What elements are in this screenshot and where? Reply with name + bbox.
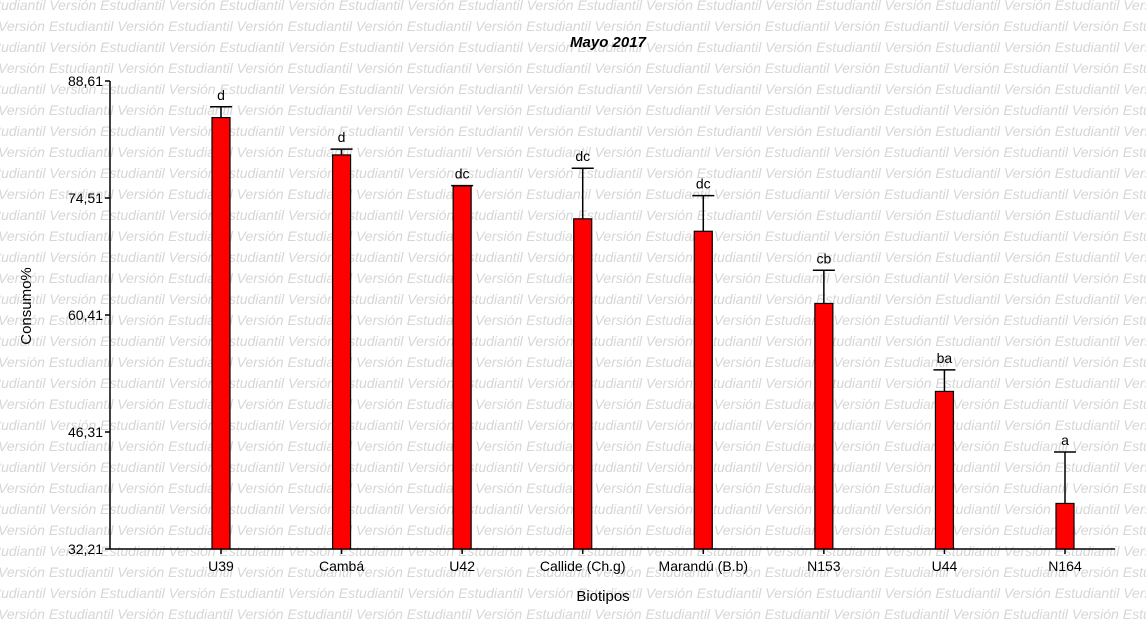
significance-letter: cb [816, 250, 831, 266]
bar [211, 116, 231, 550]
x-tick-label: U42 [449, 558, 475, 574]
bar [1055, 502, 1075, 550]
x-tick-label: N153 [807, 558, 841, 574]
significance-letter: dc [696, 176, 711, 192]
bar [814, 302, 834, 550]
bar [934, 390, 955, 550]
bar [573, 218, 593, 550]
bar [452, 185, 472, 550]
bars: d U39 d Cambá dc U42 dc Callide (Ch.g) dc Marandú… [208, 87, 1082, 574]
y-tick-label: 32,21 [68, 541, 103, 557]
bar [331, 154, 352, 550]
y-tick-label: 60,41 [68, 307, 103, 323]
significance-letter: d [217, 87, 225, 103]
significance-letter: d [338, 129, 346, 145]
x-tick-label: Callide (Ch.g) [540, 558, 626, 574]
y-tick-label: 46,31 [68, 424, 103, 440]
y-tick-label: 88,61 [68, 73, 103, 89]
x-axis-label: Biotipos [576, 588, 629, 605]
significance-letter: a [1061, 432, 1069, 448]
significance-letter: dc [455, 166, 470, 182]
bar [693, 230, 713, 550]
y-tick-label: 74,51 [68, 190, 103, 206]
y-ticks: 32,21 46,31 60,41 74,51 88,61 [68, 73, 110, 557]
x-tick-label: Cambá [319, 558, 364, 574]
chart-title: Mayo 2017 [570, 34, 647, 51]
x-tick-label: Marandú (B.b) [659, 558, 748, 574]
y-axis-label: Consumo% [18, 267, 35, 345]
significance-letter: ba [937, 350, 953, 366]
x-tick-label: N164 [1048, 558, 1082, 574]
significance-letter: dc [575, 148, 590, 164]
x-tick-label: U44 [932, 558, 958, 574]
x-tick-label: U39 [208, 558, 234, 574]
